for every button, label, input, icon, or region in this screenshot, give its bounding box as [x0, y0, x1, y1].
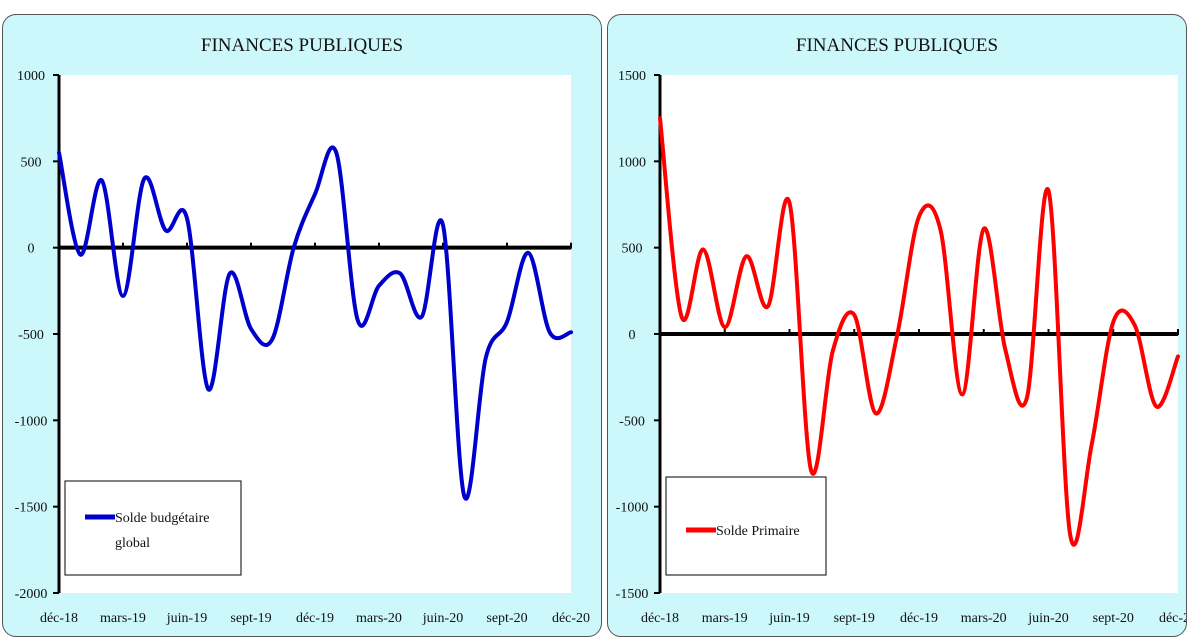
- y-tick-label: 500: [21, 155, 42, 170]
- x-tick-label: sept-20: [486, 611, 527, 626]
- x-tick-label: déc-19: [296, 611, 334, 626]
- x-tick-label: sept-19: [834, 611, 875, 626]
- legend-box: [665, 476, 827, 576]
- chart-title: FINANCES PUBLIQUES: [795, 35, 999, 56]
- chart-primary-balance: 1500 1000 500 0 -500 -1000 -1500 déc-18 mars-19 j…: [616, 69, 1187, 626]
- chart-budget-balance: 1000 500 0 -500 -1000 -1500 -2000 déc-18 mars-19…: [15, 69, 590, 626]
- x-tick-label: juin-19: [166, 611, 207, 626]
- y-tick-label: -1500: [616, 587, 649, 602]
- y-tick-label: 0: [28, 242, 35, 257]
- y-tick-label: -500: [619, 414, 645, 429]
- legend-label: global: [115, 536, 150, 551]
- x-tick-label: déc-20: [1159, 611, 1187, 626]
- x-tick-label: déc-20: [552, 611, 590, 626]
- y-tick-label: 500: [622, 242, 643, 257]
- y-tick-label: -1500: [15, 501, 48, 516]
- chart-panel-primary-balance: FINANCES PUBLIQUES 1500 1000 500 0 -500 -1000…: [607, 14, 1187, 637]
- legend-label: Solde Primaire: [716, 524, 800, 539]
- chart-panel-budget-balance: FINANCES PUBLIQUES 1000 500 0 -500 -1000 -150…: [2, 14, 602, 637]
- y-tick-label: 0: [629, 328, 636, 343]
- chart-title: FINANCES PUBLIQUES: [200, 35, 404, 56]
- x-tick-label: mars-20: [961, 611, 1007, 626]
- y-tick-label: -2000: [15, 587, 48, 602]
- legend-label: Solde budgétaire: [115, 511, 209, 526]
- x-tick-label: juin-19: [768, 611, 809, 626]
- x-tick-label: juin-20: [1027, 611, 1068, 626]
- y-tick-label: 1500: [618, 69, 646, 84]
- legend-box: [64, 480, 242, 576]
- x-tick-label: juin-20: [422, 611, 463, 626]
- x-tick-label: mars-20: [356, 611, 402, 626]
- y-tick-label: 1000: [17, 69, 45, 84]
- x-tick-label: mars-19: [702, 611, 748, 626]
- x-tick-label: sept-19: [230, 611, 271, 626]
- y-tick-label: -500: [18, 328, 44, 343]
- y-tick-label: -1000: [15, 414, 48, 429]
- x-tick-label: déc-18: [40, 611, 78, 626]
- y-tick-label: -1000: [616, 501, 649, 516]
- x-tick-label: déc-18: [641, 611, 679, 626]
- x-tick-label: déc-19: [900, 611, 938, 626]
- series-line: [57, 145, 573, 501]
- x-tick-label: sept-20: [1093, 611, 1134, 626]
- x-tick-label: mars-19: [100, 611, 146, 626]
- y-tick-label: 1000: [618, 155, 646, 170]
- series-line: [658, 116, 1180, 547]
